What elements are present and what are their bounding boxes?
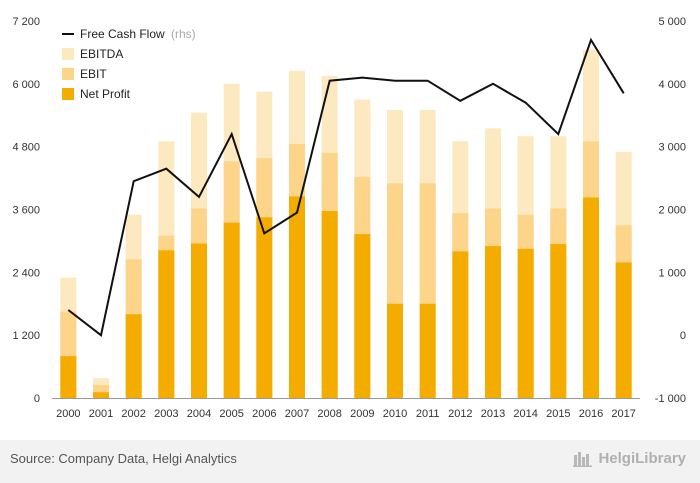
bar-net-profit: [387, 303, 403, 398]
source-text: Source: Company Data, Helgi Analytics: [10, 451, 237, 466]
legend-box-swatch: [62, 68, 74, 80]
legend-label: EBIT: [80, 67, 107, 81]
y-left-tick-label: 6 000: [12, 79, 40, 91]
bar-net-profit: [60, 356, 77, 398]
legend-suffix: (rhs): [171, 27, 196, 41]
bar-net-profit: [517, 248, 534, 398]
combo-chart: 0 1 200 2 400 3 600 4 800 6 000 7 200 -1 000 0 1 …: [12, 16, 686, 420]
y-right-tick-label: -1 000: [655, 393, 686, 405]
y-left-tick-label: 2 400: [12, 267, 40, 279]
bar-net-profit: [223, 222, 240, 398]
x-tick-label: 2014: [513, 408, 537, 420]
x-tick-label: 2007: [285, 408, 309, 420]
bar-net-profit: [485, 246, 501, 398]
x-tick-label: 2006: [252, 408, 276, 420]
bar-net-profit: [158, 250, 175, 398]
x-tick-label: 2005: [219, 408, 243, 420]
line-free-cash-flow: [67, 37, 625, 337]
x-tick-label: 2016: [579, 408, 603, 420]
library-icon: [573, 452, 593, 467]
x-tick-label: 2015: [546, 408, 570, 420]
y-right-tick-label: 3 000: [658, 142, 686, 154]
x-tick-label: 2010: [383, 408, 407, 420]
legend-label: EBITDA: [80, 47, 123, 61]
y-right-tick-label: 2 000: [658, 205, 686, 217]
x-tick-label: 2017: [611, 408, 635, 420]
bar-net-profit: [452, 251, 469, 398]
bar-net-profit: [550, 244, 567, 398]
y-right-tick-label: 1 000: [658, 267, 686, 279]
legend-box-swatch: [62, 88, 74, 100]
bar-net-profit: [321, 211, 338, 398]
y-left-tick-label: 3 600: [12, 205, 40, 217]
x-tick-label: 2009: [350, 408, 374, 420]
bar-net-profit: [419, 303, 436, 398]
x-tick-label: 2001: [89, 408, 113, 420]
bar-net-profit: [191, 243, 207, 398]
brand-name: HelgiLibrary: [598, 449, 686, 467]
legend-label: Net Profit: [80, 87, 131, 101]
x-tick-label: 2012: [448, 408, 472, 420]
x-tick-label: 2000: [56, 408, 80, 420]
x-tick-label: 2003: [154, 408, 178, 420]
footer: Source: Company Data, Helgi Analytics He…: [0, 440, 700, 483]
y-right-tick-label: 5 000: [658, 16, 686, 28]
x-tick-label: 2004: [187, 408, 211, 420]
bar-net-profit: [256, 217, 273, 398]
x-tick-label: 2002: [121, 408, 145, 420]
bar-net-profit: [615, 262, 632, 398]
bar-net-profit: [289, 196, 305, 398]
y-right-tick-label: 0: [680, 330, 686, 342]
chart-area: 0 1 200 2 400 3 600 4 800 6 000 7 200 -1 000 0 1 …: [12, 16, 686, 420]
x-tick-label: 2013: [481, 408, 505, 420]
y-left-tick-label: 4 800: [12, 142, 40, 154]
x-tick-label: 2011: [416, 408, 440, 420]
y-left-tick-label: 0: [34, 393, 40, 405]
y-left-tick-label: 7 200: [12, 16, 40, 28]
bar-net-profit: [125, 314, 142, 398]
x-tick-label: 2008: [317, 408, 341, 420]
legend-label: Free Cash Flow: [80, 27, 165, 41]
bar-net-profit: [583, 197, 599, 398]
y-right-tick-label: 4 000: [658, 79, 686, 91]
bar-net-profit: [93, 392, 109, 398]
legend-box-swatch: [62, 48, 74, 60]
bar-net-profit: [354, 234, 371, 398]
y-left-tick-label: 1 200: [12, 330, 40, 342]
brand-logo[interactable]: HelgiLibrary: [573, 449, 686, 467]
